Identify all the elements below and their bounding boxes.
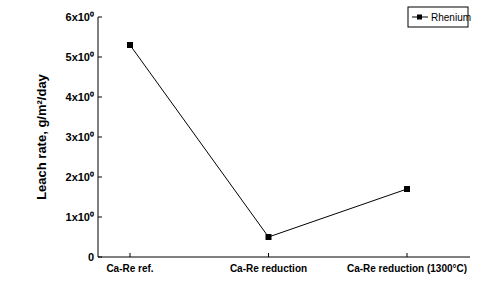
y-tick bbox=[98, 177, 102, 178]
y-tick-label: 1x10⁰ bbox=[66, 211, 94, 223]
y-axis-label: Leach rate, g/m²/day bbox=[34, 73, 49, 199]
y-tick-label: 5x10⁰ bbox=[66, 51, 94, 63]
y-tick bbox=[98, 57, 102, 58]
chart-container: 0 1x10⁰ 2x10⁰ 3x10⁰ 4x10⁰ 5x10⁰ 6x10⁰ Ca-Re ref… bbox=[0, 0, 494, 291]
legend-marker bbox=[417, 15, 422, 20]
y-tick-label: 3x10⁰ bbox=[66, 131, 94, 143]
y-tick-label: 4x10⁰ bbox=[66, 91, 94, 103]
plot-area bbox=[127, 42, 410, 240]
x-tick-label: Ca-Re reduction (1300°C) bbox=[347, 263, 467, 274]
x-axis bbox=[98, 257, 470, 258]
y-tick-label: 2x10⁰ bbox=[66, 171, 94, 183]
x-tick bbox=[130, 253, 131, 257]
y-tick-label: 6x10⁰ bbox=[66, 11, 94, 23]
legend-label: Rhenium bbox=[431, 12, 471, 23]
x-tick bbox=[268, 253, 269, 257]
y-tick bbox=[98, 217, 102, 218]
y-tick bbox=[98, 17, 102, 18]
marker bbox=[266, 234, 272, 240]
x-tick bbox=[407, 253, 408, 257]
marker bbox=[127, 42, 133, 48]
y-tick-label: 0 bbox=[88, 251, 94, 263]
chart: 0 1x10⁰ 2x10⁰ 3x10⁰ 4x10⁰ 5x10⁰ 6x10⁰ Ca-Re ref… bbox=[0, 0, 494, 291]
y-tick bbox=[98, 97, 102, 98]
y-tick bbox=[98, 137, 102, 138]
marker bbox=[404, 186, 410, 192]
x-tick-label: Ca-Re reduction bbox=[230, 263, 307, 274]
series-line bbox=[130, 45, 407, 237]
x-tick-label: Ca-Re ref. bbox=[106, 263, 153, 274]
y-tick bbox=[98, 257, 102, 258]
